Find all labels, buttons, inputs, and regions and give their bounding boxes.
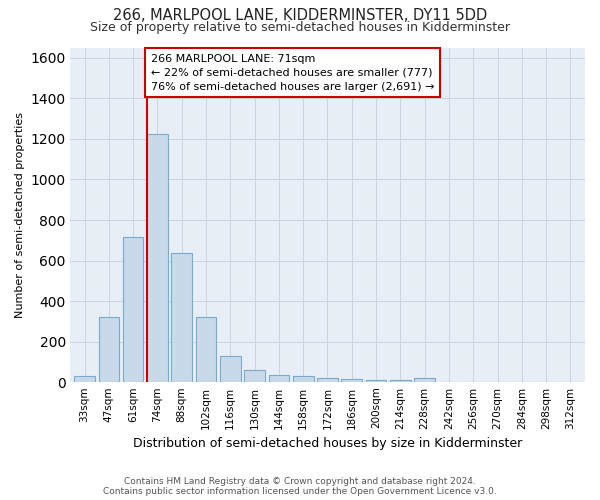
- Bar: [293, 376, 314, 382]
- Text: Contains HM Land Registry data © Crown copyright and database right 2024.
Contai: Contains HM Land Registry data © Crown c…: [103, 476, 497, 496]
- Text: 266, MARLPOOL LANE, KIDDERMINSTER, DY11 5DD: 266, MARLPOOL LANE, KIDDERMINSTER, DY11 …: [113, 8, 487, 22]
- Bar: [123, 237, 143, 382]
- Bar: [74, 376, 95, 382]
- Bar: [147, 134, 168, 382]
- Bar: [390, 380, 410, 382]
- Bar: [244, 370, 265, 382]
- Text: Size of property relative to semi-detached houses in Kidderminster: Size of property relative to semi-detach…: [90, 21, 510, 34]
- Y-axis label: Number of semi-detached properties: Number of semi-detached properties: [15, 112, 25, 318]
- Text: 266 MARLPOOL LANE: 71sqm
← 22% of semi-detached houses are smaller (777)
76% of : 266 MARLPOOL LANE: 71sqm ← 22% of semi-d…: [151, 54, 434, 92]
- Bar: [366, 380, 386, 382]
- Bar: [317, 378, 338, 382]
- Bar: [196, 318, 217, 382]
- Bar: [269, 376, 289, 382]
- Bar: [98, 317, 119, 382]
- Bar: [220, 356, 241, 382]
- X-axis label: Distribution of semi-detached houses by size in Kidderminster: Distribution of semi-detached houses by …: [133, 437, 522, 450]
- Bar: [172, 254, 192, 382]
- Bar: [415, 378, 435, 382]
- Bar: [341, 380, 362, 382]
